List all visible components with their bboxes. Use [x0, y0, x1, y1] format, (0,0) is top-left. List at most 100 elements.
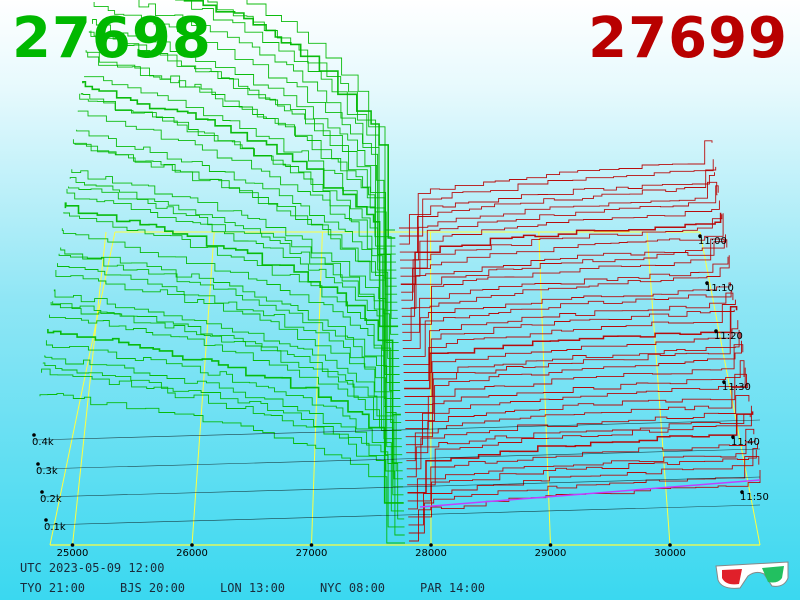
ask-line-28 [401, 234, 726, 317]
bid-line-27 [82, 81, 399, 328]
bid-line-16 [64, 202, 401, 416]
bid-line-2 [42, 362, 405, 528]
price-tick-27000: 27000 [296, 548, 328, 559]
price-tick-dot-25000 [70, 543, 75, 547]
ask-line-16 [404, 332, 741, 414]
time-axis: 11:00 11:10 11:20 11:30 11:40 11:50 [698, 234, 769, 503]
ask-line-26 [402, 256, 729, 333]
bid-line-31 [88, 31, 398, 295]
ask-line-14 [405, 344, 744, 430]
ask-line-6 [407, 411, 754, 494]
ask-line-23 [403, 290, 733, 357]
price-tick-dot-28000 [429, 543, 433, 547]
ask-line-35 [400, 181, 718, 261]
bid-line-20 [71, 169, 400, 383]
bid-line-39 [246, 0, 395, 231]
ask-line-24 [402, 282, 731, 349]
grid-price-30000 [646, 231, 671, 546]
ask-front-baseline [419, 479, 761, 508]
ask-line-18 [404, 320, 739, 397]
bid-line-22 [74, 143, 400, 367]
ask-line-36 [399, 166, 717, 253]
time-tick-1110: 11:10 [705, 283, 734, 294]
bid-line-7 [50, 302, 404, 488]
time-tick-dot-1140 [731, 435, 735, 439]
grid-left-rail [49, 231, 116, 546]
price-tick-28000: 28000 [415, 548, 447, 559]
ask-line-37 [399, 172, 715, 245]
grid-price-29000 [538, 231, 551, 546]
price-tick-26000: 26000 [176, 548, 208, 559]
volume-tick-dot-0.3k [36, 462, 40, 466]
timezone-tokyo: TYO 21:00 [20, 581, 86, 595]
bid-line-37 [207, 0, 396, 247]
ask-line-8 [406, 413, 751, 478]
volume-tick-dot-0.2k [40, 490, 44, 494]
bid-line-30 [87, 52, 398, 303]
ask-line-31 [401, 214, 723, 293]
time-tick-1120: 11:20 [714, 331, 743, 342]
volume-tick-dot-0.4k [32, 433, 36, 437]
timezone-beijing: BJS 20:00 [120, 581, 186, 595]
bid-line-34 [93, 2, 397, 271]
ask-line-1 [408, 456, 760, 534]
price-tick-dot-26000 [190, 543, 194, 547]
price-tick-dot-27000 [309, 543, 314, 547]
ask-line-20 [403, 299, 736, 381]
volume-tick-dot-0.1k [44, 518, 48, 522]
ask-line-3 [408, 449, 757, 518]
bid-line-3 [44, 355, 405, 520]
volume-tick-0.2k: 0.2k [40, 494, 62, 505]
grid-price-27000 [311, 231, 323, 546]
timezone-newyork: NYC 08:00 [320, 581, 386, 595]
bid-line-15 [63, 212, 402, 424]
ask-line-11 [406, 373, 747, 454]
ask-line-32 [400, 212, 722, 285]
ask-line-21 [403, 309, 735, 373]
ask-line-27 [402, 238, 728, 325]
bid-line-38 [183, 0, 396, 239]
ask-line-9 [406, 394, 750, 470]
bid-line-35 [138, 0, 396, 263]
time-tick-dot-1130 [722, 380, 726, 384]
bid-line-10 [55, 270, 403, 464]
volume-gridline-0.3k [37, 448, 761, 470]
3d-glasses-icon[interactable] [712, 558, 792, 594]
bid-line-6 [49, 314, 404, 496]
time-tick-dot-1110 [705, 281, 709, 285]
utc-timestamp: UTC 2023-05-09 12:00 [20, 561, 165, 575]
bid-line-19 [69, 177, 401, 391]
volume-gridline-0.1k [45, 504, 761, 526]
bid-line-33 [92, 19, 397, 279]
ask-line-33 [400, 200, 720, 277]
volume-tick-0.1k: 0.1k [44, 522, 66, 533]
ask-price: 27699 [588, 6, 788, 71]
volume-gridline-0.4k [33, 419, 761, 441]
ask-line-38 [399, 159, 714, 237]
bid-line-32 [90, 30, 397, 287]
bid-line-8 [52, 301, 403, 480]
ask-line-17 [404, 329, 740, 406]
bid-line-28 [84, 76, 398, 319]
bid-line-24 [77, 110, 399, 351]
time-tick-1140: 11:40 [731, 437, 760, 448]
ask-line-10 [406, 382, 749, 462]
bid-line-21 [72, 139, 400, 375]
bid-line-36 [175, 0, 396, 255]
bid-line-17 [66, 188, 401, 408]
bid-line-13 [60, 247, 402, 440]
bid-line-25 [79, 93, 399, 343]
bid-line-5 [47, 329, 404, 504]
bid-line-29 [85, 50, 398, 311]
price-tick-25000: 25000 [57, 548, 89, 559]
price-tick-30000: 30000 [654, 548, 686, 559]
time-tick-1130: 11:30 [722, 382, 751, 393]
bid-line-18 [68, 186, 401, 399]
ask-line-5 [407, 428, 755, 502]
volume-axis: 0.1k 0.2k 0.3k 0.4k [32, 419, 761, 533]
price-tick-29000: 29000 [535, 548, 567, 559]
ask-line-15 [405, 340, 742, 422]
time-tick-1150: 11:50 [740, 492, 769, 503]
price-axis: 25000 26000 27000 28000 29000 30000 [57, 543, 686, 559]
